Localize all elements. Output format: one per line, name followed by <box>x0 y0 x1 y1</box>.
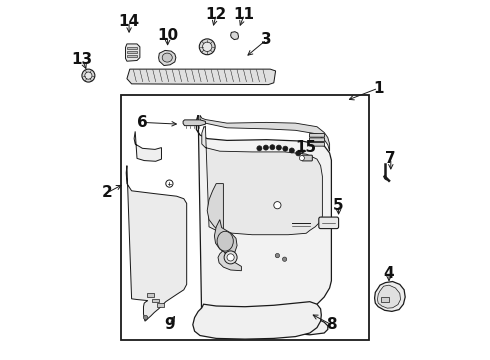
Polygon shape <box>183 120 205 126</box>
Circle shape <box>224 251 237 264</box>
Text: 15: 15 <box>295 140 316 155</box>
Circle shape <box>276 145 281 150</box>
Circle shape <box>257 146 262 151</box>
Bar <box>127 51 137 53</box>
FancyBboxPatch shape <box>319 217 339 229</box>
Polygon shape <box>374 282 405 311</box>
Polygon shape <box>200 115 330 151</box>
Circle shape <box>202 42 212 51</box>
Bar <box>152 299 159 302</box>
Text: 10: 10 <box>157 28 178 44</box>
Text: 5: 5 <box>333 198 344 213</box>
Circle shape <box>263 145 269 150</box>
Bar <box>157 303 164 307</box>
Circle shape <box>296 151 301 156</box>
Text: 3: 3 <box>261 32 272 47</box>
Circle shape <box>270 145 275 150</box>
Polygon shape <box>196 115 331 335</box>
Text: 6: 6 <box>137 115 148 130</box>
Polygon shape <box>207 184 242 271</box>
Text: 8: 8 <box>326 317 337 332</box>
Circle shape <box>199 39 215 55</box>
Circle shape <box>227 254 234 261</box>
Text: 4: 4 <box>384 266 394 281</box>
Bar <box>147 293 153 297</box>
Circle shape <box>274 202 281 209</box>
FancyBboxPatch shape <box>302 155 312 161</box>
Text: 2: 2 <box>102 185 113 200</box>
Polygon shape <box>126 166 187 321</box>
Polygon shape <box>193 302 321 339</box>
Ellipse shape <box>162 53 172 62</box>
FancyBboxPatch shape <box>310 143 324 146</box>
Circle shape <box>299 156 304 161</box>
Bar <box>127 55 137 57</box>
Ellipse shape <box>217 231 233 251</box>
Circle shape <box>144 315 148 320</box>
Polygon shape <box>159 50 176 66</box>
Circle shape <box>289 148 294 153</box>
FancyBboxPatch shape <box>310 134 324 137</box>
Text: 12: 12 <box>206 7 227 22</box>
Text: 1: 1 <box>373 81 384 96</box>
Polygon shape <box>231 32 239 40</box>
Text: 11: 11 <box>234 7 255 22</box>
Circle shape <box>283 146 288 151</box>
Polygon shape <box>202 126 322 235</box>
Circle shape <box>275 253 280 258</box>
Text: 13: 13 <box>72 52 93 67</box>
Polygon shape <box>377 285 400 308</box>
Bar <box>121 95 369 340</box>
Polygon shape <box>127 69 275 85</box>
Polygon shape <box>134 131 162 161</box>
Text: 7: 7 <box>386 151 396 166</box>
Circle shape <box>85 72 92 79</box>
Polygon shape <box>125 44 140 61</box>
Text: 14: 14 <box>119 14 140 29</box>
Bar <box>381 297 389 302</box>
Circle shape <box>166 180 173 187</box>
Text: 9: 9 <box>164 317 175 332</box>
Circle shape <box>82 69 95 82</box>
Bar <box>127 47 137 49</box>
Polygon shape <box>215 220 237 254</box>
Circle shape <box>282 257 287 261</box>
FancyBboxPatch shape <box>310 138 324 141</box>
